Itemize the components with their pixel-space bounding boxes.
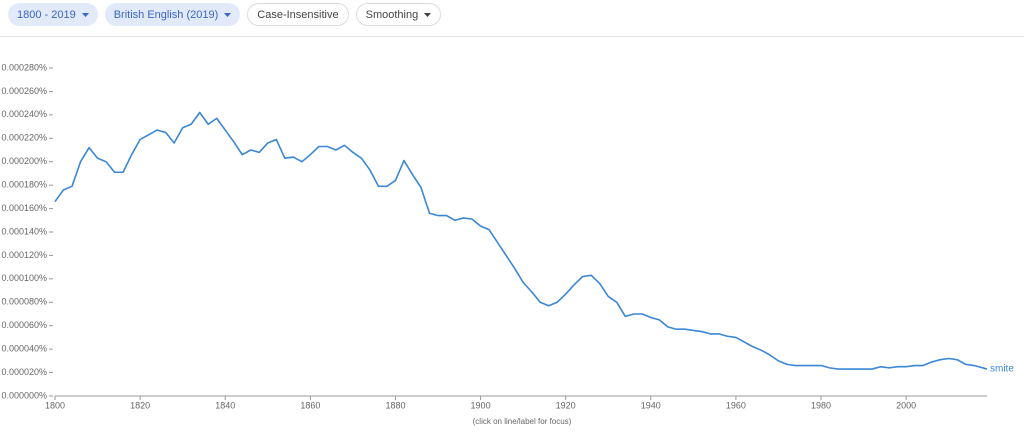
caret xyxy=(424,12,432,17)
x-tick-label: 1860 xyxy=(300,400,320,410)
y-tick-label: 0.000260% xyxy=(1,86,47,96)
series-line xyxy=(54,111,988,370)
y-tick-label: 0.000080% xyxy=(1,297,47,307)
y-tick-label: 0.000200% xyxy=(1,156,47,166)
caret xyxy=(224,12,232,17)
y-tick-label: 0.000160% xyxy=(1,203,47,213)
corpus-chip[interactable]: British English (2019) xyxy=(104,3,241,26)
chip-label: Smoothing xyxy=(365,8,419,21)
y-tick-label: 0.000180% xyxy=(1,180,47,190)
x-tick-label: 1960 xyxy=(726,400,746,410)
chip-label: British English (2019) xyxy=(113,8,219,21)
x-tick-label: 1800 xyxy=(45,400,65,410)
y-tick-label: 0.000120% xyxy=(1,250,47,260)
series-label[interactable]: smite xyxy=(990,364,1014,375)
x-tick-label: 1980 xyxy=(811,400,831,410)
y-tick-label: 0.000020% xyxy=(1,367,47,377)
x-tick-label: 1940 xyxy=(641,400,661,410)
x-tick-label: 1880 xyxy=(385,400,405,410)
y-tick-label: 0.000220% xyxy=(1,133,47,143)
y-tick-label: 0.000060% xyxy=(1,320,47,330)
toolbar: 1800 - 2019 British English (2019) Case-… xyxy=(0,0,1024,37)
case-chip[interactable]: Case-Insensitive xyxy=(247,3,349,26)
x-tick-label: 1820 xyxy=(130,400,150,410)
smoothing-chip[interactable]: Smoothing xyxy=(355,3,442,26)
chart-note: (click on line/label for focus) xyxy=(473,417,572,426)
y-tick-label: 0.000000% xyxy=(1,390,47,400)
y-tick-label: 0.000140% xyxy=(1,226,47,236)
y-tick-label: 0.000240% xyxy=(1,109,47,119)
chip-label: 1800 - 2019 xyxy=(17,8,76,21)
chip-label: Case-Insensitive xyxy=(257,8,339,21)
year-range-chip[interactable]: 1800 - 2019 xyxy=(8,3,98,26)
y-tick-label: 0.000040% xyxy=(1,344,47,354)
x-tick-label: 2000 xyxy=(896,400,916,410)
x-tick-label: 1900 xyxy=(471,400,491,410)
y-tick-label: 0.000100% xyxy=(1,273,47,283)
x-tick-label: 1920 xyxy=(556,400,576,410)
y-tick-label: 0.000280% xyxy=(1,62,47,72)
x-tick-label: 1840 xyxy=(215,400,235,410)
caret xyxy=(81,12,89,17)
